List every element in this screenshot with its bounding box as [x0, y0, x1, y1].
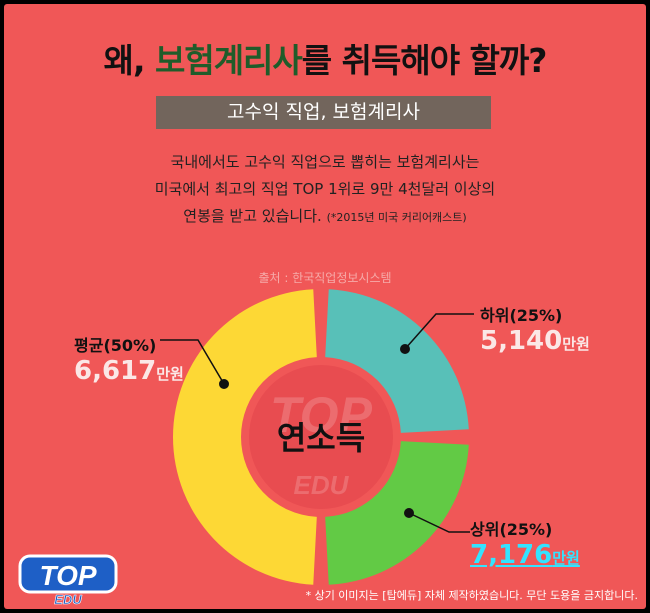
watermark-top: TOP [270, 387, 373, 443]
infographic-card: 왜, 보험계리사를 취득해야 할까? 고수익 직업, 보험계리사 국내에서도 고… [4, 4, 646, 609]
label-high-value: 7,176만원 [470, 540, 580, 573]
label-high: 상위(25%) 7,176만원 [470, 516, 580, 573]
topedu-logo: TOP EDU [18, 554, 118, 606]
description-note: (*2015년 미국 커리어캐스트) [326, 211, 467, 224]
title-prefix: 왜, [103, 41, 155, 80]
average-marker [219, 379, 229, 389]
title-suffix: 를 취득해야 할까? [301, 41, 548, 80]
source-text: 출처 : 한국직업정보시스템 [258, 271, 392, 285]
high-marker [404, 508, 414, 518]
description: 국내에서도 고수익 직업으로 뽑히는 보험계리사는 미국에서 최고의 직업 TO… [4, 149, 646, 231]
label-average-head: 평균(50%) [74, 336, 157, 355]
label-low-value: 5,140만원 [480, 326, 590, 359]
page-title: 왜, 보험계리사를 취득해야 할까? [4, 34, 646, 82]
label-average-number: 6,617 [74, 356, 157, 386]
low-marker [400, 344, 410, 354]
description-line-2: 미국에서 최고의 직업 TOP 1위로 9만 4천달러 이상의 [154, 180, 496, 198]
label-high-number: 7,176 [470, 540, 553, 570]
label-low-head: 하위(25%) [480, 306, 563, 325]
donut-segment-low [325, 289, 469, 433]
footer-notice: * 상기 이미지는 [탑에듀] 자체 제작하였습니다. 무단 도용을 금지합니다… [305, 589, 638, 602]
average-leader-line [160, 339, 225, 385]
watermark-bottom: EDU [294, 470, 350, 500]
logo-bottom-text: EDU [54, 592, 82, 606]
description-line-1: 국내에서도 고수익 직업으로 뽑히는 보험계리사는 [170, 153, 480, 171]
low-leader-line [404, 313, 474, 350]
logo-badge [18, 554, 118, 594]
donut-hole [249, 365, 393, 509]
label-low-unit: 만원 [562, 335, 590, 353]
label-low: 하위(25%) 5,140만원 [480, 302, 590, 359]
description-line-3-text: 연봉을 받고 있습니다. [183, 207, 322, 225]
donut-chart: TOP EDU 연소득 [160, 289, 474, 585]
donut-segments [172, 289, 469, 585]
description-line-3: 연봉을 받고 있습니다. (*2015년 미국 커리어캐스트) [4, 203, 646, 231]
label-high-unit: 만원 [552, 549, 580, 567]
label-average: 평균(50%) 6,617만원 [74, 332, 184, 389]
label-average-unit: 만원 [156, 365, 184, 383]
high-leader-line [408, 512, 470, 533]
label-high-head: 상위(25%) [470, 520, 553, 539]
title-highlight: 보험계리사 [154, 41, 303, 80]
label-average-value: 6,617만원 [74, 356, 184, 389]
label-low-number: 5,140 [480, 326, 563, 356]
center-label: 연소득 [277, 419, 365, 457]
subtitle-bar: 고수익 직업, 보험계리사 [156, 96, 491, 129]
donut-segment-high [325, 441, 469, 585]
logo-top-text: TOP [39, 560, 96, 591]
donut-segment-average [172, 289, 317, 585]
